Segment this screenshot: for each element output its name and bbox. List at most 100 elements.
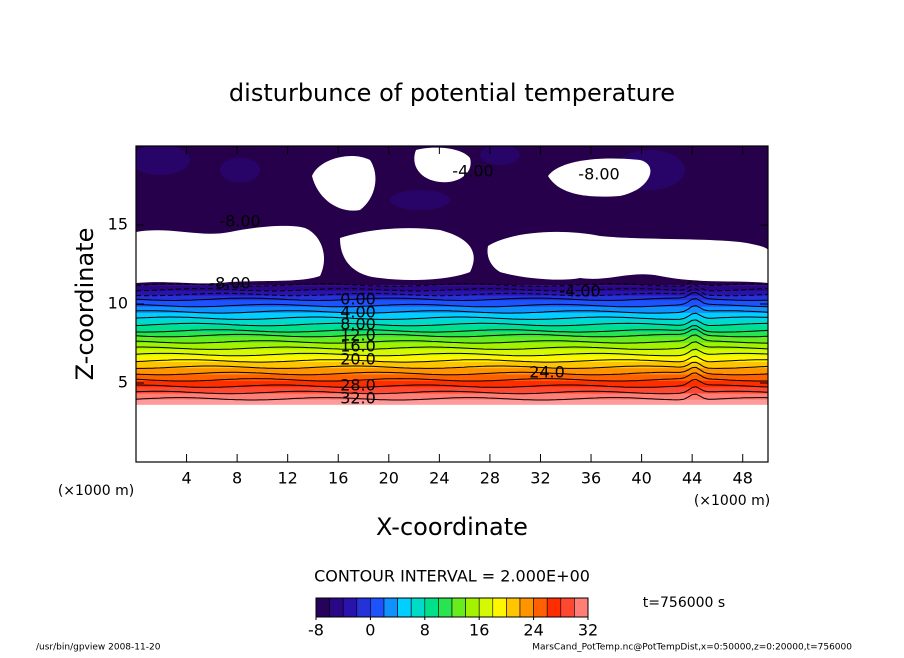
contour-line xyxy=(136,298,768,308)
colorbar-tick-label: 8 xyxy=(420,621,430,640)
contour-label: 12.0 xyxy=(340,326,376,345)
colorbar-cell xyxy=(315,597,330,618)
footer-left: /usr/bin/gpview 2008-11-20 xyxy=(36,643,161,653)
band xyxy=(136,305,768,313)
colorbar-frame xyxy=(315,597,589,618)
x-tick-label: 40 xyxy=(631,469,651,488)
band xyxy=(136,367,768,375)
colorbar-tick-label: -8 xyxy=(308,621,324,640)
band xyxy=(136,341,768,350)
blue-patch xyxy=(220,157,260,183)
x-tick-label: 48 xyxy=(733,469,753,488)
x-tick-label: 28 xyxy=(480,469,500,488)
band xyxy=(136,379,768,388)
band-bottom xyxy=(136,398,768,405)
contour-line xyxy=(136,361,768,369)
contour-line xyxy=(136,291,768,302)
contour-label: 20.0 xyxy=(340,350,376,369)
y-tick-label: 10 xyxy=(108,294,128,313)
band xyxy=(136,289,768,296)
band xyxy=(136,311,768,320)
band xyxy=(136,348,768,356)
colorbar-tick-label: 32 xyxy=(578,621,598,640)
band xyxy=(136,324,768,332)
colorbar-cell xyxy=(329,597,344,618)
x-tick-label: 24 xyxy=(429,469,449,488)
missing-regions xyxy=(136,147,768,284)
contour-line xyxy=(136,319,768,327)
x-unit: (×1000 m) xyxy=(694,493,770,509)
band xyxy=(136,299,768,307)
colorbar-cell xyxy=(492,597,507,618)
colorbar-cell xyxy=(574,597,589,618)
contour-label: 4.00 xyxy=(340,303,376,322)
x-tick-label: 12 xyxy=(278,469,298,488)
x-tick-label: 20 xyxy=(379,469,399,488)
band xyxy=(136,386,768,394)
colorbar-cell xyxy=(533,597,548,618)
band xyxy=(136,373,768,381)
colorbar-cell xyxy=(546,597,562,618)
contour-line xyxy=(136,355,768,363)
band xyxy=(136,335,768,343)
colorbar-cell xyxy=(356,597,371,618)
chart-title: disturbunce of potential temperature xyxy=(229,79,675,107)
contour-label: -8.00 xyxy=(219,212,260,231)
colorbar-cell xyxy=(519,597,534,618)
contour-line xyxy=(136,312,768,320)
contour-interval: CONTOUR INTERVAL = 2.000E+00 xyxy=(314,567,590,586)
colorbar-tick-label: 24 xyxy=(523,621,543,640)
y-tick-label: 15 xyxy=(108,215,128,234)
x-tick-label: 8 xyxy=(232,469,242,488)
contour-label: -8.00 xyxy=(578,165,619,184)
contour-line xyxy=(136,348,768,357)
contour-line xyxy=(136,328,768,338)
blue-patch xyxy=(390,190,450,210)
x-axis-label: X-coordinate xyxy=(376,513,528,541)
contour-line xyxy=(136,372,768,382)
contour-line xyxy=(136,366,768,376)
band xyxy=(136,285,768,291)
x-tick-label: 4 xyxy=(181,469,191,488)
contour-label: -4.00 xyxy=(452,162,493,181)
contour-line xyxy=(136,378,768,388)
band xyxy=(136,318,768,326)
contour-line xyxy=(136,288,768,297)
contour-label: 16.0 xyxy=(340,337,376,356)
contour-label: 0.00 xyxy=(340,290,376,309)
colorbar-cell xyxy=(438,597,453,618)
contour-line xyxy=(136,284,768,292)
x-tick-label: 32 xyxy=(530,469,550,488)
colorbar-cell xyxy=(410,597,426,618)
footer-right: MarsCand_PotTemp.nc@PotTempDist,x=0:5000… xyxy=(532,643,852,653)
colorbar-cell xyxy=(370,597,385,618)
band xyxy=(136,294,768,301)
colorbar-cell xyxy=(465,597,480,618)
colorbar-cell xyxy=(342,597,358,618)
colorbar-cell xyxy=(383,597,398,618)
plot-frame xyxy=(135,145,769,463)
contour-label: 32.0 xyxy=(340,389,376,408)
contour-line xyxy=(136,386,768,395)
contour-line xyxy=(136,393,768,401)
colorbar-cell xyxy=(397,597,412,618)
colorbar-cell xyxy=(506,597,521,618)
contour-line xyxy=(136,324,768,333)
contour-label: 28.0 xyxy=(340,376,376,395)
x-tick-label: 16 xyxy=(328,469,348,488)
colorbar-cell xyxy=(478,597,494,618)
x-tick-label: 44 xyxy=(682,469,702,488)
colorbar-cell xyxy=(451,597,466,618)
contour-line xyxy=(136,305,768,314)
colorbar-cell xyxy=(424,597,439,618)
contour-line xyxy=(136,341,768,350)
band xyxy=(136,360,768,369)
y-axis-label: Z-coordinate xyxy=(71,228,99,381)
contour-label: 24.0 xyxy=(529,363,565,382)
y-tick-label: 5 xyxy=(118,373,128,392)
contour-label: -4.00 xyxy=(559,282,600,301)
colorbar-tick-label: 0 xyxy=(365,621,375,640)
colorbar-tick-label: 16 xyxy=(469,621,489,640)
